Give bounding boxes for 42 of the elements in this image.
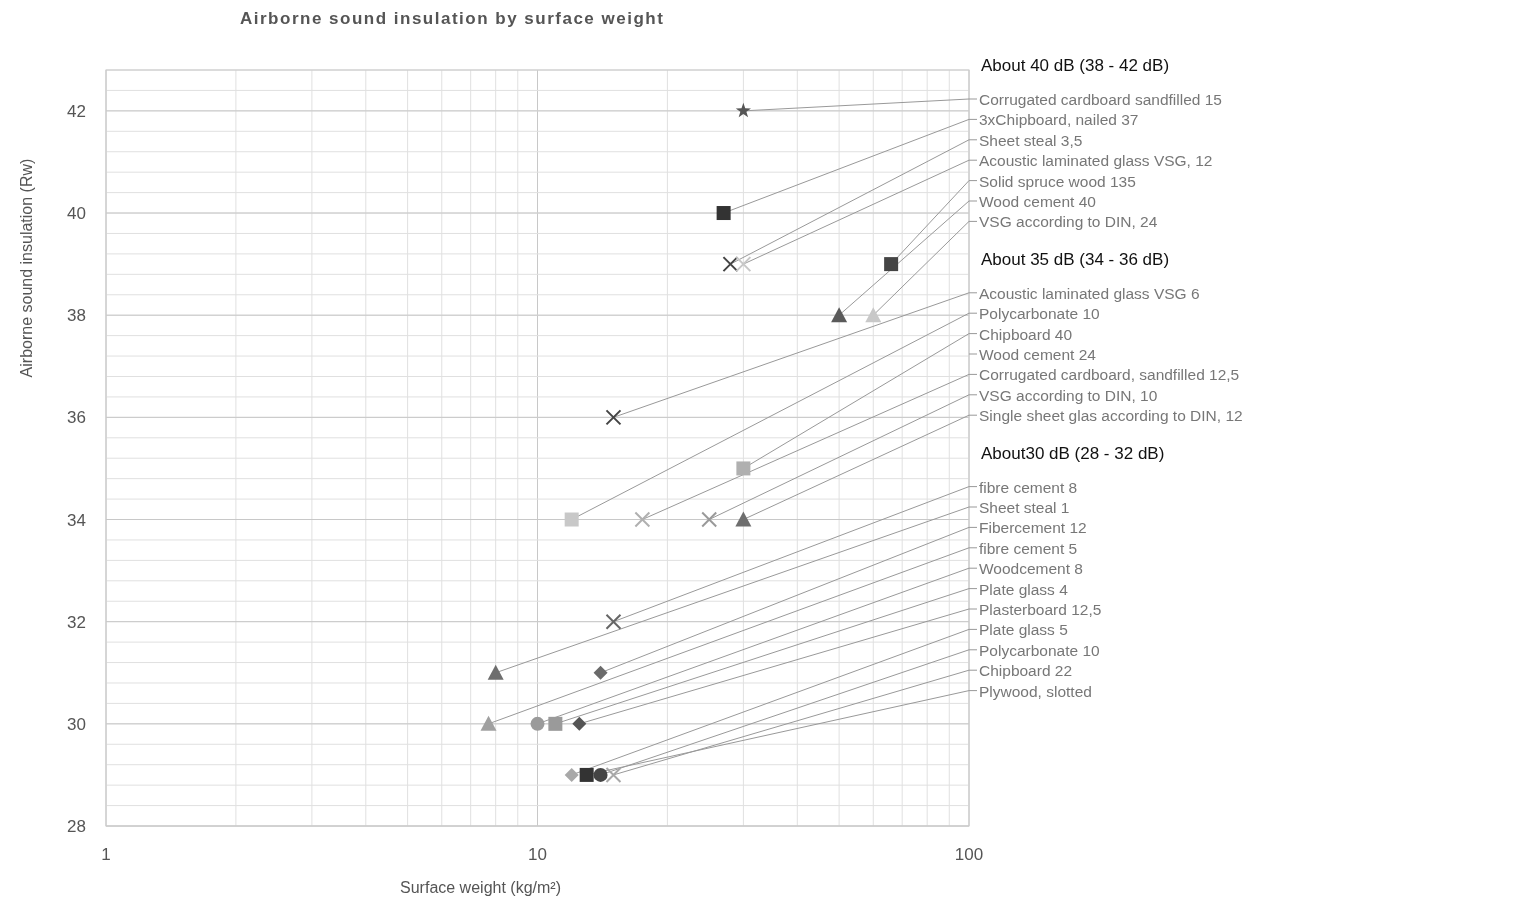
x-tick-label: 1	[101, 845, 111, 864]
x-axis-title: Surface weight (kg/m²)	[400, 879, 561, 896]
text: Wood cement 40	[979, 193, 1097, 210]
chart-title: Airborne sound insulation by surface weight	[240, 9, 665, 28]
text: Acoustic laminated glass VSG 6	[979, 284, 1200, 302]
text: Polycarbonate 10	[979, 305, 1101, 323]
text: Chipboard 22	[979, 662, 1073, 680]
text: Plate glass 5	[979, 621, 1068, 639]
text: Corrugated cardboard, sandfilled 12,5	[979, 366, 1240, 384]
legend-label: Wood cement 24	[979, 346, 1097, 363]
text: fibre cement 5	[979, 539, 1078, 557]
y-tick-label: 32	[67, 612, 86, 632]
text: Plasterboard 12,5	[979, 601, 1102, 618]
y-axis-title: Airborne sound insulation (Rw)	[18, 158, 35, 378]
text: Polycarbonate 10	[979, 641, 1101, 659]
text: Fibercement 12	[979, 519, 1087, 537]
y-tick-label: 30	[67, 714, 86, 734]
y-tick-label: 42	[67, 101, 86, 121]
x-tick-label: 10	[528, 845, 547, 864]
text: Chipboard 40	[979, 325, 1073, 343]
text: VSG according to DIN, 10	[979, 386, 1158, 404]
y-tick-label: 40	[67, 204, 86, 224]
text: Solid spruce wood 135	[979, 172, 1136, 190]
text: Plate glass 4	[979, 580, 1069, 598]
text: 3xChipboard, nailed 37	[979, 111, 1139, 129]
y-tick-label: 36	[67, 408, 86, 428]
text: fibre cement 8	[979, 478, 1078, 496]
text: Corrugated cardboard sandfilled 15	[979, 91, 1222, 108]
y-tick-label: 38	[67, 306, 86, 326]
text: VSG according to DIN, 24	[979, 213, 1158, 231]
text: About 35 dB (34 - 36 dB)	[981, 249, 1170, 269]
text: Woodcement 8	[979, 560, 1083, 578]
y-tick-label: 34	[67, 510, 86, 530]
text: Acoustic laminated glass VSG, 12	[979, 152, 1213, 170]
text: Sheet steal 1	[979, 499, 1070, 516]
text: Sheet steal 3,5	[979, 131, 1083, 149]
x-tick-label: 100	[954, 845, 984, 864]
text: About 40 dB (38 - 42 dB)	[981, 56, 1170, 75]
text: Plywood, slotted	[979, 682, 1092, 700]
text: Single sheet glas according to DIN, 12	[979, 407, 1243, 425]
y-tick-label: 28	[67, 817, 86, 836]
text: About30 dB (28 - 32 dB)	[981, 443, 1165, 463]
